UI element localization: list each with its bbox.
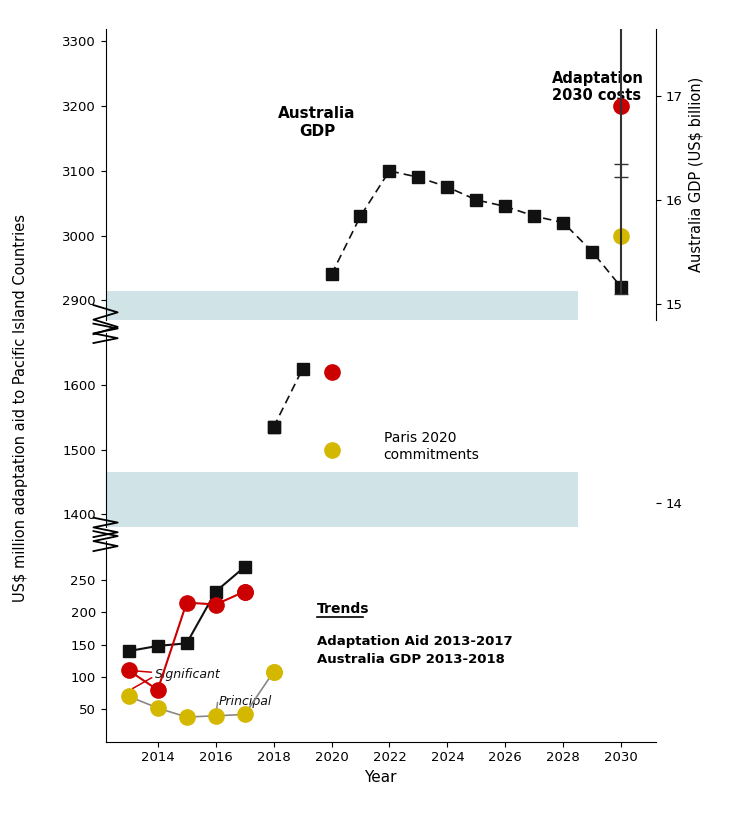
Text: Australia
GDP: Australia GDP (278, 106, 356, 139)
Text: Paris 2020
commitments: Paris 2020 commitments (384, 431, 480, 461)
Text: Significant: Significant (155, 667, 221, 681)
Text: Adaptation
2030 costs: Adaptation 2030 costs (552, 71, 644, 103)
Bar (106, 290, 578, 319)
Text: Trends: Trends (317, 601, 369, 615)
Text: US$ million adaptation aid to Pacific Island Countries: US$ million adaptation aid to Pacific Is… (13, 214, 28, 601)
X-axis label: Year: Year (364, 770, 397, 785)
Bar (106, 473, 578, 527)
Y-axis label: Australia GDP (US$ billion): Australia GDP (US$ billion) (688, 77, 703, 271)
Text: Adaptation Aid 2013-2017
Australia GDP 2013-2018: Adaptation Aid 2013-2017 Australia GDP 2… (317, 635, 513, 666)
Text: Principal: Principal (219, 695, 272, 708)
